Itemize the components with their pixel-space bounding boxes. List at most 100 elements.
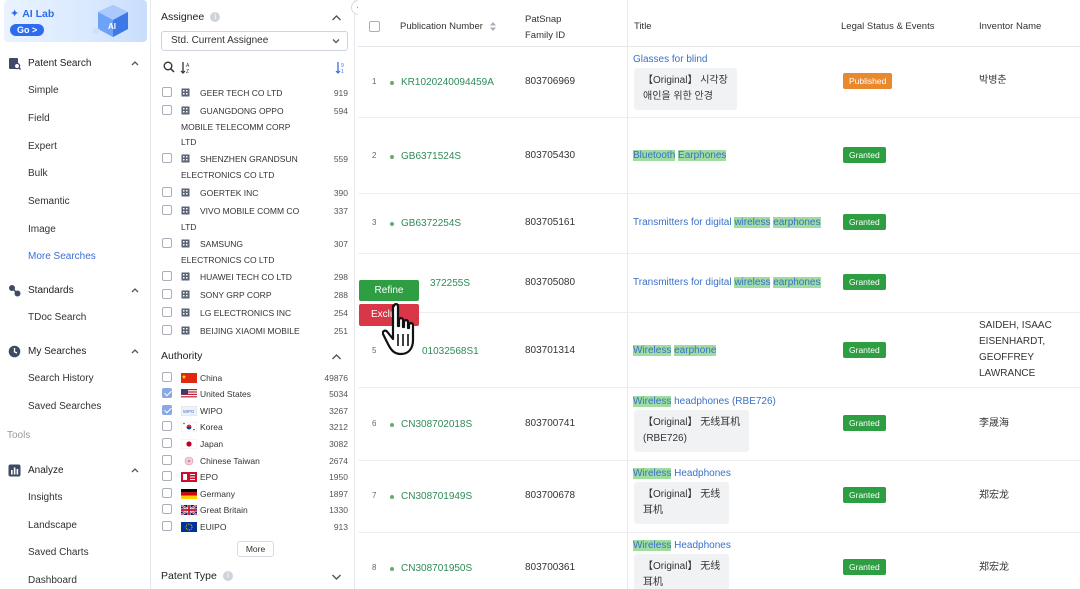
status-badge[interactable]: Granted — [843, 487, 886, 503]
inventor-name[interactable]: 박병춘 — [979, 75, 1007, 86]
chevron-up-icon[interactable] — [331, 352, 342, 362]
checkbox[interactable] — [162, 205, 172, 215]
status-badge[interactable]: Granted — [843, 342, 886, 358]
nav-item-simple[interactable]: Simple — [28, 85, 59, 96]
nav-section-analyze[interactable]: Analyze — [8, 464, 142, 477]
keyword-highlight: Wireless — [633, 468, 672, 479]
checkbox[interactable] — [162, 87, 172, 97]
info-icon[interactable]: i — [210, 12, 221, 22]
col-header-family-id[interactable]: PatSnap Family ID — [525, 13, 565, 42]
sort-icon[interactable] — [489, 21, 497, 32]
select-all-checkbox[interactable] — [369, 21, 380, 32]
inventor-name[interactable]: 郑宏龙 — [979, 490, 1009, 501]
nav-item-field[interactable]: Field — [28, 113, 50, 124]
keyword-highlight: wireless — [734, 217, 771, 228]
assignee-name: GOERTEK INC — [200, 188, 259, 198]
title-link[interactable]: Transmitters for digital wireless earpho… — [633, 277, 821, 288]
inventor-name[interactable]: 郑宏龙 — [979, 562, 1009, 573]
status-badge[interactable]: Granted — [843, 274, 886, 290]
nav-section-my-searches[interactable]: My Searches — [8, 345, 142, 358]
ai-lab-banner[interactable]: ✦ AI Lab Go > AI — [4, 0, 147, 42]
nav-item-tdoc-search[interactable]: TDoc Search — [28, 312, 87, 323]
authority-header[interactable]: Authority — [161, 350, 202, 362]
publication-number-link[interactable]: GB6371524S — [401, 151, 462, 162]
checkbox[interactable] — [162, 289, 172, 299]
checkbox[interactable] — [162, 105, 172, 115]
title-link[interactable]: Glasses for blind — [633, 54, 708, 65]
authority-count: 3267 — [329, 406, 348, 416]
checkbox[interactable] — [162, 504, 172, 514]
checkbox[interactable] — [162, 488, 172, 498]
checkbox[interactable] — [162, 238, 172, 248]
checkbox-checked[interactable] — [162, 388, 172, 398]
title-link[interactable]: Bluetooth Earphones — [633, 150, 727, 161]
checkbox[interactable] — [162, 438, 172, 448]
checkbox-checked[interactable] — [162, 405, 172, 415]
nav-item-landscape[interactable]: Landscape — [28, 520, 77, 531]
col-header-publication-number[interactable]: Publication Number — [400, 20, 497, 33]
checkbox[interactable] — [162, 307, 172, 317]
info-icon[interactable]: i — [222, 571, 233, 581]
inventor-name[interactable]: 李晟海 — [979, 418, 1009, 429]
inventor-name[interactable]: SAIDEH, ISAAC EISENHARDT, GEOFFREY LAWRA… — [979, 318, 1052, 382]
title-link[interactable]: Wireless Headphones — [633, 468, 731, 479]
sort-count-icon[interactable]: 91 — [335, 61, 347, 74]
nav-item-saved-charts[interactable]: Saved Charts — [28, 547, 89, 558]
publication-number-link[interactable]: 01032568S1 — [422, 346, 479, 357]
family-id: 803705430 — [525, 150, 576, 161]
publication-number-link[interactable]: GB6372254S — [401, 218, 462, 229]
nav-item-expert[interactable]: Expert — [28, 141, 57, 152]
nav-item-dashboard[interactable]: Dashboard — [28, 575, 77, 586]
publication-number-link[interactable]: KR1020240094459A — [401, 77, 494, 88]
chevron-up-icon[interactable] — [331, 13, 342, 23]
authority-more-button[interactable]: More — [237, 541, 274, 557]
checkbox[interactable] — [162, 153, 172, 163]
status-badge[interactable]: Granted — [843, 147, 886, 163]
status-badge[interactable]: Granted — [843, 214, 886, 230]
assignee-header[interactable]: Assignee i — [161, 11, 221, 23]
hand-pointer-cursor-icon — [382, 303, 415, 356]
col-header-legal-status[interactable]: Legal Status & Events — [841, 21, 935, 32]
checkbox[interactable] — [162, 521, 172, 531]
status-badge[interactable]: Granted — [843, 415, 886, 431]
col-header-inventor[interactable]: Inventor Name — [979, 21, 1042, 32]
sort-alpha-icon[interactable]: AZ — [180, 61, 192, 74]
title-link[interactable]: Transmitters for digital wireless earpho… — [633, 217, 821, 228]
ai-lab-go-button[interactable]: Go > — [10, 24, 45, 36]
title-link[interactable]: Wireless Headphones — [633, 540, 731, 551]
nav-item-semantic[interactable]: Semantic — [28, 196, 70, 207]
checkbox[interactable] — [162, 421, 172, 431]
checkbox[interactable] — [162, 471, 172, 481]
nav-item-image[interactable]: Image — [28, 224, 56, 235]
nav-item-saved-searches[interactable]: Saved Searches — [28, 401, 102, 412]
title-link[interactable]: Wireless headphones (RBE726) — [633, 396, 776, 407]
us-flag-icon — [181, 389, 197, 399]
family-id: 803700361 — [525, 562, 576, 573]
status-badge[interactable]: Published — [843, 73, 893, 89]
nav-item-bulk[interactable]: Bulk — [28, 168, 48, 179]
nav-item-insights[interactable]: Insights — [28, 492, 63, 503]
nav-item-search-history[interactable]: Search History — [28, 373, 94, 384]
refine-button[interactable]: Refine — [359, 280, 419, 301]
nav-section-standards[interactable]: Standards — [8, 284, 142, 297]
checkbox[interactable] — [162, 187, 172, 197]
title-link[interactable]: Wireless earphone — [633, 345, 717, 356]
status-badge[interactable]: Granted — [843, 559, 886, 575]
nav-item-more-searches[interactable]: More Searches — [28, 251, 96, 262]
checkbox[interactable] — [162, 455, 172, 465]
publication-number-link[interactable]: CN308701949S — [401, 491, 473, 502]
col-header-title[interactable]: Title — [634, 21, 652, 32]
nav-section-label: Standards — [28, 285, 74, 296]
publication-number-link[interactable]: CN308702018S — [401, 419, 473, 430]
publication-number-link[interactable]: 372255S — [430, 278, 471, 289]
chevron-down-icon[interactable] — [331, 572, 342, 582]
publication-number-link[interactable]: CN308701950S — [401, 563, 473, 574]
row-dot — [390, 423, 394, 427]
checkbox[interactable] — [162, 271, 172, 281]
checkbox[interactable] — [162, 372, 172, 382]
search-icon[interactable] — [163, 61, 175, 73]
nav-section-patent-search[interactable]: Patent Search — [8, 57, 142, 70]
patent-type-header[interactable]: Patent Type i — [161, 570, 233, 582]
assignee-type-select[interactable]: Std. Current Assignee — [161, 31, 348, 51]
checkbox[interactable] — [162, 325, 172, 335]
